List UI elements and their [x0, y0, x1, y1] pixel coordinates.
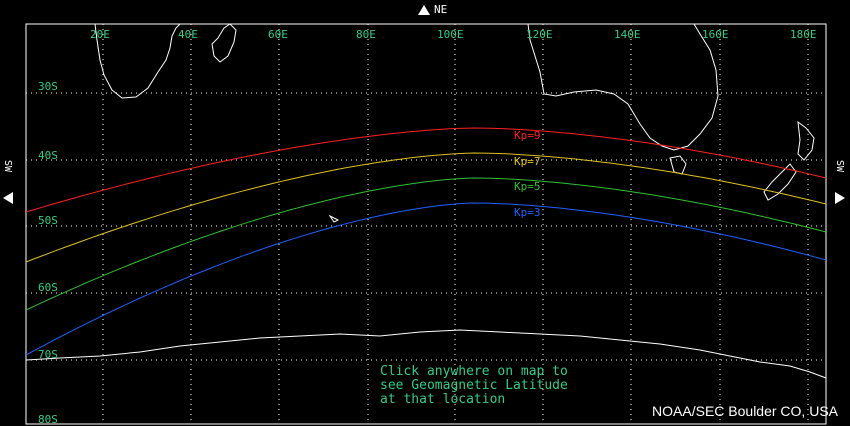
lat-label: 60S — [38, 281, 58, 294]
lat-label: 70S — [38, 348, 58, 361]
instruction-text: Click anywhere on map to see Geomagnetic… — [380, 365, 620, 407]
instruction-line: see Geomagnetic Latitude — [380, 378, 568, 393]
instruction-line: at that location — [380, 392, 506, 407]
lon-label: 140E — [614, 28, 641, 41]
coast-nz-south — [763, 163, 797, 201]
credit-text: NOAA/SEC Boulder CO, USA — [652, 403, 838, 419]
nav-sw-left-label: SW — [2, 160, 13, 173]
nav-sw-left-button[interactable]: SW — [2, 160, 13, 205]
kp-curve-kp7 — [25, 152, 827, 263]
kp5-label: Kp=5 — [514, 180, 541, 193]
kp7-label: Kp=7 — [514, 155, 541, 168]
coast-antarctica — [25, 329, 827, 379]
map-frame — [25, 23, 827, 425]
lon-label: 160E — [702, 28, 729, 41]
nav-ne-label: NE — [434, 3, 448, 16]
lon-label: 60E — [268, 28, 288, 41]
kp-curve-kp5 — [25, 177, 827, 311]
lon-label: 120E — [526, 28, 553, 41]
coast-africa — [94, 23, 181, 99]
kp3-label: Kp=3 — [514, 206, 541, 219]
kp-curves — [25, 127, 827, 356]
coast-australia — [527, 23, 719, 151]
kp9-label: Kp=9 — [514, 129, 541, 142]
arrow-up-icon — [418, 4, 430, 15]
lat-label: 30S — [38, 80, 58, 93]
graticule — [26, 24, 826, 424]
lat-label: 40S — [38, 149, 58, 162]
nav-sw-right-label: SW — [834, 160, 845, 173]
nav-sw-right-button[interactable]: SW — [834, 160, 845, 205]
coast-madagascar — [211, 23, 237, 63]
lon-label: 180E — [790, 28, 817, 41]
coast-tasmania — [669, 155, 687, 175]
lon-label: 80E — [356, 28, 376, 41]
lat-label: 80S — [38, 413, 58, 426]
lon-label: 20E — [90, 28, 110, 41]
coast-nz-north — [797, 120, 815, 161]
instruction-line: Click anywhere on map to — [380, 364, 568, 379]
lon-label: 40E — [178, 28, 198, 41]
nav-ne-button[interactable]: NE — [418, 3, 447, 16]
kp-curve-kp3 — [25, 202, 827, 356]
coast-kerguelen — [328, 214, 340, 223]
coastlines — [25, 23, 827, 379]
lon-label: 100E — [437, 28, 464, 41]
kp-curve-kp9 — [25, 127, 827, 213]
arrow-left-icon — [2, 192, 13, 205]
lat-label: 50S — [38, 214, 58, 227]
arrow-right-icon — [834, 192, 845, 205]
